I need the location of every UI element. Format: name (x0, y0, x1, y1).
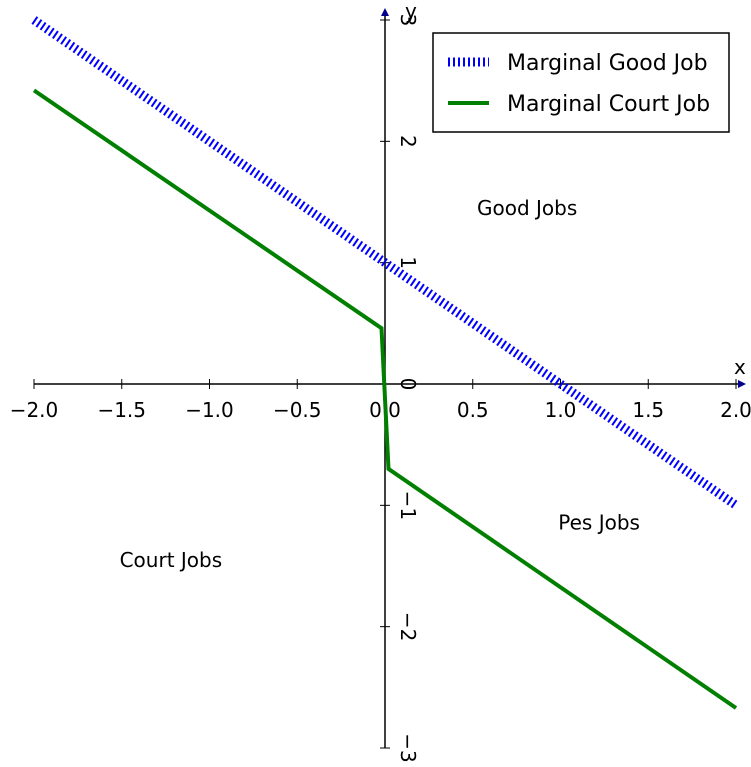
region-label: Court Jobs (120, 548, 223, 572)
y-axis-arrow (381, 8, 389, 16)
legend-box (432, 32, 730, 133)
y-tick-label: 1 (396, 256, 420, 269)
legend-label: Marginal Court Job (507, 92, 710, 117)
y-tick-label: 0 (396, 378, 420, 391)
legend-label: Marginal Good Job (507, 51, 708, 76)
series-layer (31, 16, 739, 710)
y-tick-label: −2 (396, 612, 420, 641)
x-tick-label: 0.5 (457, 398, 489, 422)
series-line-marginal-good-job (31, 16, 739, 510)
x-axis-arrow (738, 380, 746, 388)
y-tick-label: −3 (396, 733, 420, 762)
x-tick-label: 1.5 (632, 398, 664, 422)
y-tick-label: 2 (396, 135, 420, 148)
y-tick-label: 3 (396, 14, 420, 27)
legend: Marginal Good Job Marginal Court Job (432, 32, 730, 133)
series-line-marginal-court-job (32, 88, 738, 710)
x-tick-label: −2.0 (10, 398, 59, 422)
x-tick-label: −0.5 (273, 398, 322, 422)
annotations: Good Jobs Pes Jobs Court Jobs (120, 196, 640, 572)
x-axis-label: x (734, 355, 746, 379)
y-axis-label: y (405, 0, 417, 23)
region-label: Pes Jobs (558, 510, 640, 534)
x-tick-label: 2.0 (720, 398, 751, 422)
x-tick-label: −1.0 (185, 398, 234, 422)
region-label: Good Jobs (477, 196, 577, 220)
x-tick-label: 1.0 (545, 398, 577, 422)
y-tick-label: −1 (396, 491, 420, 520)
x-tick-label: −1.5 (97, 398, 146, 422)
